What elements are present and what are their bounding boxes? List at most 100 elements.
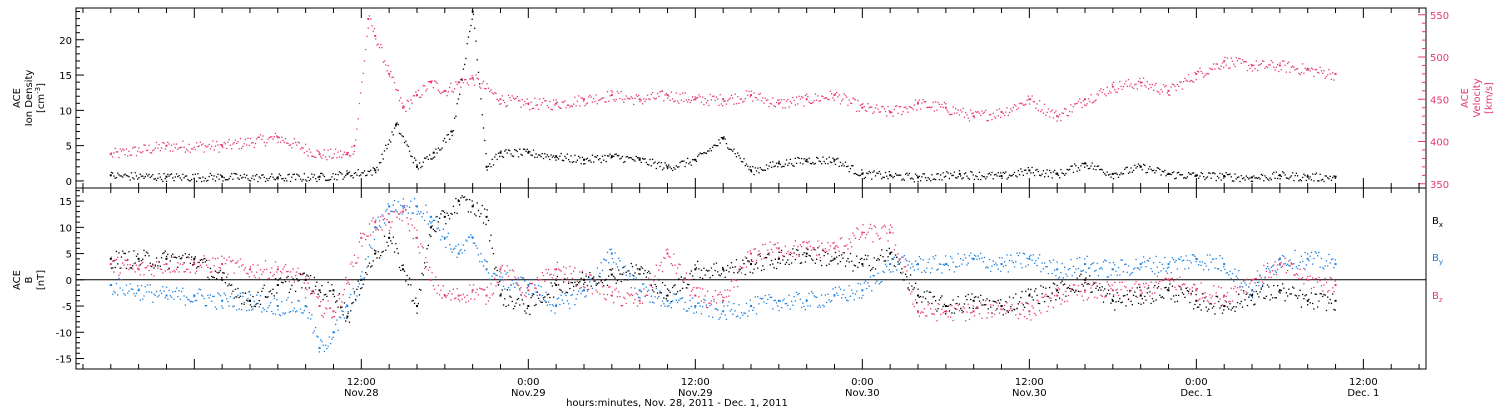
data-point [376, 226, 378, 229]
data-point [810, 290, 813, 293]
data-point [857, 282, 859, 285]
data-point [327, 345, 329, 348]
data-point [216, 278, 218, 280]
data-point [1023, 306, 1026, 308]
data-point [262, 174, 264, 176]
data-point [708, 150, 710, 152]
data-point [610, 252, 613, 255]
data-point [697, 96, 699, 99]
data-point [1057, 277, 1060, 279]
data-point [1139, 77, 1141, 80]
data-point [372, 260, 374, 262]
data-point [1001, 305, 1003, 307]
data-point [321, 340, 323, 343]
data-point [1248, 178, 1250, 180]
data-point [341, 173, 343, 175]
data-point [1016, 176, 1018, 178]
data-point [923, 308, 926, 310]
data-point [1140, 266, 1142, 268]
data-point [968, 120, 971, 122]
data-point [887, 260, 889, 262]
data-point [1135, 167, 1137, 169]
data-point [268, 177, 270, 180]
data-point [907, 174, 909, 176]
data-point [565, 291, 567, 293]
data-point [1048, 260, 1051, 262]
data-point [406, 217, 408, 219]
data-point [1149, 257, 1151, 259]
data-point [286, 271, 288, 273]
data-point [1122, 85, 1125, 88]
data-point [217, 292, 219, 294]
data-point [1051, 177, 1053, 179]
data-point [128, 150, 130, 152]
data-point [1276, 177, 1279, 180]
data-point [760, 269, 763, 272]
data-point [469, 198, 471, 201]
data-point [469, 30, 471, 33]
data-point [658, 161, 660, 164]
data-point [173, 269, 175, 272]
data-point [990, 174, 992, 176]
data-point [380, 44, 382, 46]
data-point [284, 312, 287, 314]
data-point [829, 90, 832, 92]
data-point [382, 250, 384, 253]
data-point [443, 293, 446, 296]
data-point [1007, 311, 1009, 314]
data-point [123, 264, 125, 266]
data-point [773, 165, 775, 168]
data-point [1109, 262, 1111, 264]
data-point [863, 282, 865, 284]
data-point [540, 286, 542, 288]
data-point [195, 180, 198, 182]
data-point [1270, 276, 1272, 279]
data-point [1264, 277, 1266, 279]
data-point [1313, 180, 1315, 182]
data-point [1211, 258, 1214, 260]
data-point [567, 282, 570, 284]
data-point [1147, 260, 1150, 262]
data-point [864, 254, 867, 256]
data-point [426, 211, 428, 213]
data-point [1236, 176, 1239, 179]
data-point [1283, 255, 1285, 258]
data-point [906, 260, 908, 262]
data-point [709, 147, 711, 150]
data-point [395, 88, 397, 91]
data-point [891, 226, 893, 229]
data-point [391, 221, 393, 223]
data-point [417, 210, 419, 213]
data-point [812, 102, 814, 104]
data-point [477, 78, 480, 80]
data-point [893, 175, 895, 178]
data-point [524, 310, 526, 312]
data-point [476, 288, 478, 291]
data-point [980, 294, 982, 296]
data-point [155, 257, 158, 259]
data-point [112, 156, 114, 158]
data-point [848, 238, 850, 240]
data-point [200, 180, 203, 183]
data-point [158, 143, 160, 146]
data-point [1281, 265, 1284, 267]
data-point [908, 172, 910, 175]
data-point [1043, 295, 1046, 297]
data-point [1328, 178, 1330, 180]
data-point [960, 175, 962, 177]
data-point [998, 257, 1001, 259]
data-point [392, 211, 394, 213]
data-point [620, 90, 622, 93]
data-point [1110, 274, 1112, 276]
data-point [862, 224, 864, 226]
data-point [1266, 178, 1269, 180]
data-point [113, 290, 115, 293]
data-point [1092, 101, 1095, 103]
data-point [534, 287, 536, 289]
data-point [291, 276, 293, 278]
data-point [778, 251, 780, 253]
data-point [901, 272, 903, 275]
data-point [1060, 119, 1062, 122]
data-point [917, 263, 920, 266]
data-point [1206, 72, 1209, 75]
